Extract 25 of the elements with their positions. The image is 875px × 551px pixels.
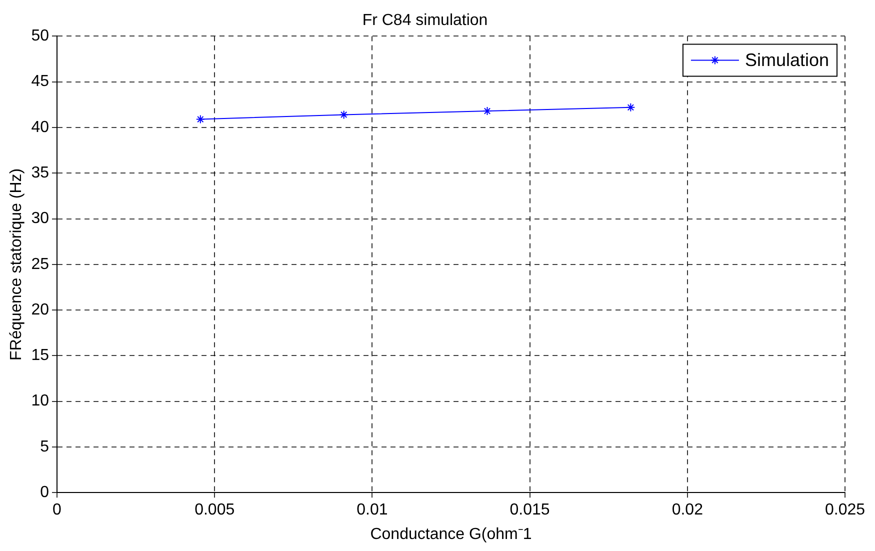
legend-label: Simulation — [744, 50, 830, 70]
x-tick-label: 0.005 — [194, 502, 235, 519]
point — [482, 106, 492, 116]
y-tick-label: 45 — [31, 73, 50, 90]
y-tick-label: 50 — [31, 28, 50, 45]
point — [196, 114, 205, 124]
point — [339, 110, 348, 120]
y-tick-label: 10 — [31, 392, 50, 410]
y-tick-label: 0 — [40, 484, 50, 502]
y-tick-label: 40 — [31, 118, 50, 136]
x-axis-title: Conductance G(ohm⁻1 — [370, 526, 532, 543]
y-tick-label: 20 — [31, 301, 50, 318]
point — [626, 102, 636, 112]
y-tick-label: 5 — [40, 438, 50, 456]
x-tick-label: 0.015 — [510, 502, 550, 519]
y-tick-label: 25 — [31, 256, 50, 273]
x-tick-label: 0 — [52, 502, 62, 519]
y-tick-label: 30 — [31, 210, 50, 228]
chart-title: Fr C84 simulation — [362, 12, 488, 30]
y-tick-label: 35 — [31, 164, 50, 182]
x-tick-label: 0.02 — [672, 502, 704, 519]
x-tick-label: 0.01 — [356, 502, 388, 519]
x-tick-label: 0.025 — [824, 502, 866, 519]
y-tick-label: 15 — [31, 347, 50, 364]
y-axis-title: FRéquence statorique (Hz) — [8, 168, 26, 360]
